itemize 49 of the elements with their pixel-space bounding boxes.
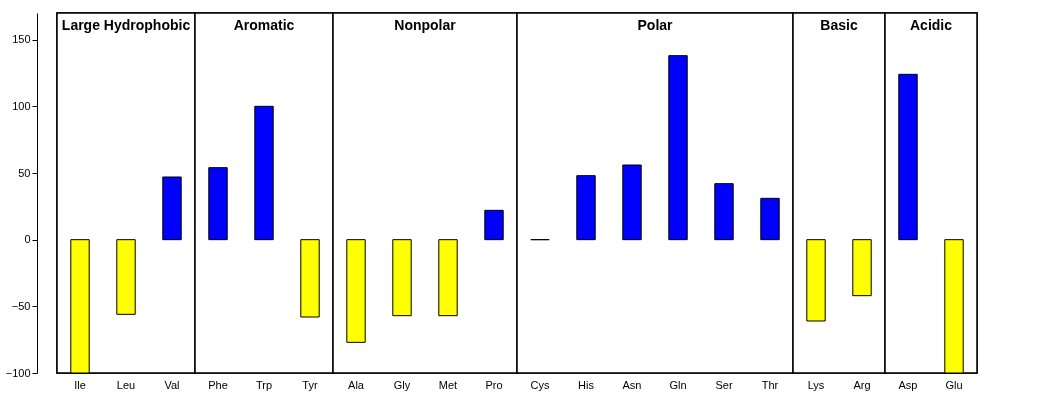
bar <box>392 239 412 317</box>
x-tick-label: Phe <box>208 378 228 391</box>
bar <box>714 183 734 241</box>
x-tick-label: Ile <box>74 378 86 391</box>
y-tick-label: 150 <box>12 33 31 46</box>
x-tick-label: Lys <box>807 378 825 391</box>
band-label: Basic <box>820 17 858 33</box>
bar <box>116 239 136 315</box>
y-tick-label: 50 <box>18 166 31 179</box>
x-tick-label: Ala <box>348 378 365 391</box>
bar <box>346 239 366 343</box>
x-tick-label: Asn <box>622 378 642 391</box>
x-tick-label: Pro <box>485 378 503 391</box>
x-tick-label: Leu <box>116 378 136 391</box>
band-label: Large Hydrophobic <box>61 17 191 33</box>
bar <box>208 167 228 241</box>
y-tick-label: 100 <box>12 99 31 112</box>
bar <box>622 164 642 241</box>
bar <box>852 239 872 297</box>
y-tick-label: 0 <box>24 233 31 246</box>
band-label: Polar <box>637 17 674 33</box>
x-tick-label: Arg <box>853 378 871 391</box>
x-tick-label: Cys <box>530 378 550 391</box>
bar <box>760 197 780 241</box>
bar <box>576 175 596 241</box>
band-label: Aromatic <box>233 17 295 33</box>
x-tick-label: His <box>578 378 595 391</box>
x-tick-label: Ser <box>715 378 733 391</box>
bar <box>668 55 688 241</box>
x-tick-label: Tyr <box>302 378 318 391</box>
x-tick-label: Met <box>438 378 458 391</box>
x-tick-label: Thr <box>761 378 779 391</box>
bar <box>300 239 320 318</box>
x-tick-label: Glu <box>945 378 963 391</box>
y-tick-label: −50 <box>11 299 31 312</box>
bar <box>438 239 458 317</box>
x-tick-label: Asp <box>898 378 918 391</box>
y-tick-label: −100 <box>5 366 31 379</box>
bar <box>162 176 182 241</box>
band-label: Nonpolar <box>394 17 457 33</box>
x-tick-label: Gly <box>393 378 411 391</box>
band-label: Acidic <box>909 17 953 33</box>
x-tick-label: Gln <box>669 378 687 391</box>
bar <box>806 239 826 322</box>
x-tick-label: Val <box>164 378 180 391</box>
bar <box>484 209 504 241</box>
bar <box>254 105 274 241</box>
x-tick-label: Trp <box>255 378 273 391</box>
bar <box>898 73 918 241</box>
